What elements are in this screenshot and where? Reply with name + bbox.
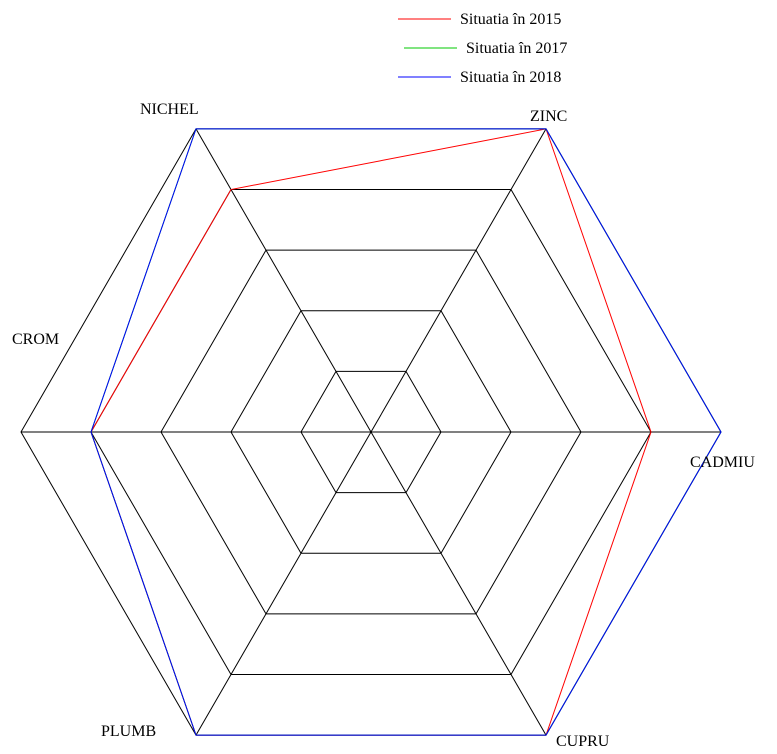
axis-label-plumb: PLUMB xyxy=(101,723,156,740)
radar-axis-labels: ZINC CADMIU CUPRU PLUMB CROM NICHEL xyxy=(12,101,755,749)
axis-label-cupru: CUPRU xyxy=(556,733,610,749)
axis-spoke-plumb xyxy=(196,432,371,735)
radar-grid xyxy=(21,129,721,735)
axis-label-zinc: ZINC xyxy=(530,108,567,125)
axis-spoke-zinc xyxy=(371,129,546,432)
axis-spoke-nichel xyxy=(196,129,371,432)
axis-spoke-cupru xyxy=(371,432,546,735)
legend-label-1: Situatia în 2017 xyxy=(466,40,567,57)
axis-label-nichel: NICHEL xyxy=(140,101,199,118)
axis-label-cadmiu: CADMIU xyxy=(690,454,755,471)
legend-label-2: Situatia în 2018 xyxy=(460,69,561,86)
chart-legend: Situatia în 2015 Situatia în 2017 Situatia… xyxy=(398,11,567,86)
legend-label-0: Situatia în 2015 xyxy=(460,11,561,28)
axis-label-crom: CROM xyxy=(12,331,59,348)
